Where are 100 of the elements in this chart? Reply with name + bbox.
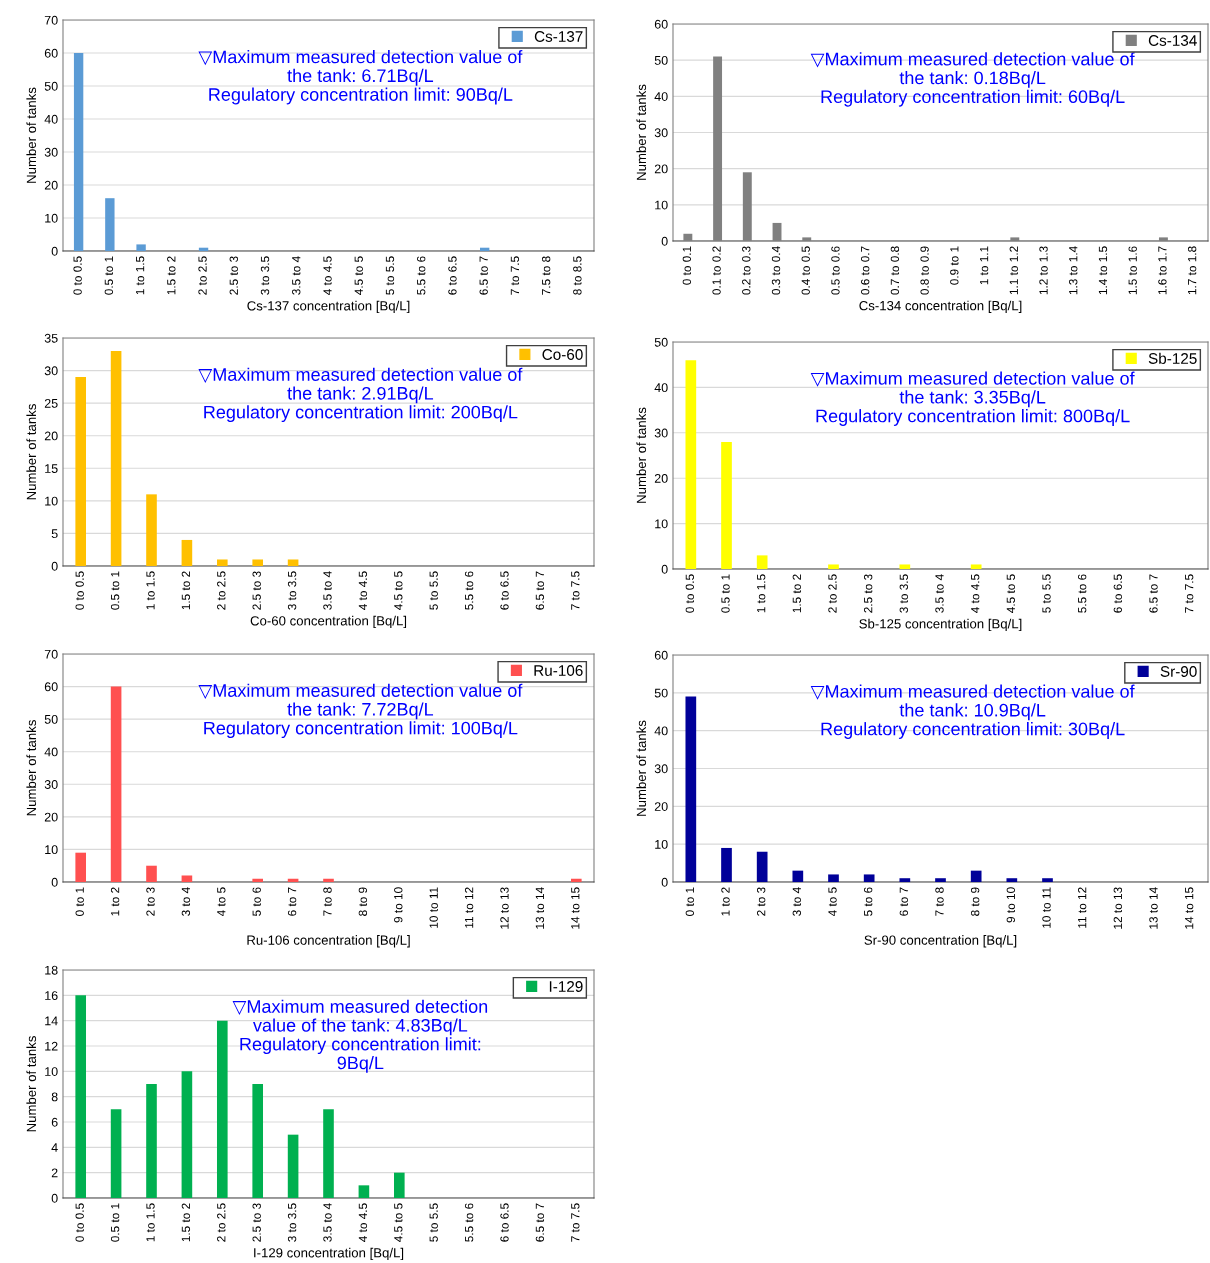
y-tick-label: 30 — [44, 366, 58, 376]
x-tick-label: 4.5 to 5 — [354, 256, 363, 295]
y-tick-label: 0 — [51, 1193, 58, 1203]
x-tick-label: 4.5 to 5 — [1006, 574, 1015, 613]
bar — [146, 494, 157, 566]
y-tick-label: 30 — [654, 428, 668, 438]
x-tick-label: 1 to 1.1 — [980, 246, 989, 285]
bar — [713, 56, 723, 241]
bar — [393, 1172, 405, 1198]
x-tick-label: 1.6 to 1.7 — [1158, 246, 1167, 295]
y-tick-label: 40 — [654, 92, 668, 101]
bar — [252, 1084, 264, 1198]
x-tick-label: 4 to 4.5 — [323, 256, 332, 295]
x-tick-label: 6 to 6.5 — [448, 256, 457, 295]
bar — [146, 865, 157, 882]
legend-label: Ru-106 — [534, 665, 583, 676]
y-tick-label: 2 — [51, 1168, 58, 1178]
annotation: ▽Maximum measured detection value of the tank: 2.91Bq/L Regulatory concentration limit: 200Bq/L — [198, 367, 523, 423]
x-tick-label: 7 to 8 — [323, 887, 332, 916]
bar — [863, 874, 875, 882]
x-tick-label: 6.5 to 7 — [479, 256, 488, 295]
x-tick-label: 13 to 14 — [535, 887, 545, 929]
x-tick-label: 11 to 12 — [1077, 887, 1087, 928]
bar — [287, 559, 299, 566]
bar — [110, 686, 122, 882]
y-tick-label: 50 — [654, 688, 668, 698]
y-tick-label: 60 — [654, 19, 668, 29]
x-tick-label: 1.3 to 1.4 — [1069, 246, 1078, 295]
bar — [110, 351, 122, 566]
x-tick-label: 2.5 to 3 — [229, 256, 238, 295]
x-tick-label: 0.9 to 1 — [950, 246, 959, 285]
x-tick-label: 11 to 12 — [464, 887, 474, 928]
x-tick-label: 1 to 1.5 — [146, 1203, 155, 1242]
y-tick-label: 50 — [44, 81, 58, 91]
y-tick-label: 20 — [44, 431, 58, 441]
y-tick-label: 70 — [44, 15, 58, 25]
y-axis-title: Number of tanks — [26, 720, 37, 816]
x-tick-label: 0 to 0.5 — [73, 256, 82, 295]
x-tick-label: 7.5 to 8 — [541, 256, 551, 295]
x-tick-label: 9 to 10 — [394, 887, 403, 923]
bar — [1158, 237, 1168, 241]
x-axis-title: Co-60 concentration [Bq/L] — [250, 615, 407, 629]
bar — [935, 878, 946, 882]
x-tick-label: 6.5 to 7 — [535, 1203, 545, 1242]
annotation: ▽Maximum measured detection value of the tank: 10.9Bq/L Regulatory concentration limit: 30Bq/L — [810, 684, 1135, 739]
y-tick-label: 40 — [654, 726, 668, 736]
x-tick-label: 0.1 to 0.2 — [712, 246, 721, 295]
y-axis-title: Number of tanks — [26, 404, 37, 500]
x-tick-label: 1.5 to 2 — [167, 256, 176, 295]
bar — [1006, 878, 1018, 882]
x-tick-label: 3 to 3.5 — [899, 574, 908, 613]
y-tick-label: 8 — [51, 1092, 58, 1102]
x-tick-label: 5.5 to 6 — [464, 1203, 474, 1242]
x-tick-label: 0.5 to 1 — [721, 574, 730, 613]
annotation: ▽Maximum measured detection value of the tank: 7.72Bq/L Regulatory concentration limit: 100Bq/L — [198, 683, 523, 739]
bar — [792, 870, 804, 882]
x-tick-label: 10 to 11 — [1042, 887, 1051, 928]
x-tick-label: 7 to 7.5 — [510, 256, 520, 295]
x-tick-label: 0.5 to 1 — [104, 256, 114, 295]
bar — [685, 696, 697, 882]
x-axis-title: I-129 concentration [Bq/L] — [254, 1247, 404, 1261]
legend-label: Sr-90 — [1160, 666, 1197, 677]
x-axis-title: Cs-137 concentration [Bq/L] — [247, 300, 410, 314]
legend-label: Cs-134 — [1148, 35, 1197, 46]
x-tick-label: 3 to 4 — [792, 887, 801, 916]
x-axis-title: Sr-90 concentration [Bq/L] — [864, 935, 1017, 948]
annotation: ▽Maximum measured detection value of the tank: 0.18Bq/L Regulatory concentration limit: 60Bq/L — [810, 52, 1135, 107]
bar — [105, 198, 115, 251]
x-tick-label: 2.5 to 3 — [863, 574, 873, 613]
y-tick-label: 30 — [44, 147, 58, 157]
annotation: ▽Maximum measured detection value of the tank: 3.35Bq/L Regulatory concentration limit: 800Bq/L — [810, 371, 1135, 426]
bar — [1010, 237, 1020, 241]
y-axis-title: Number of tanks — [26, 87, 37, 183]
bar — [252, 878, 264, 882]
y-tick-label: 30 — [654, 128, 668, 138]
bar — [970, 870, 982, 882]
y-axis-title: Number of tanks — [636, 407, 647, 503]
y-tick-label: 40 — [654, 383, 668, 393]
bar — [685, 360, 697, 569]
y-tick-label: 0 — [51, 561, 58, 571]
bar — [742, 172, 752, 241]
y-tick-label: 60 — [44, 682, 58, 692]
bar — [110, 1109, 122, 1198]
y-tick-label: 35 — [44, 333, 58, 343]
bar — [181, 539, 193, 566]
x-tick-label: 1.7 to 1.8 — [1187, 246, 1197, 295]
x-tick-label: 1 to 1.5 — [146, 571, 155, 610]
x-tick-label: 0.8 to 0.9 — [920, 246, 929, 295]
x-tick-label: 3 to 3.5 — [287, 1203, 297, 1242]
bar — [683, 233, 693, 241]
x-tick-label: 3.5 to 4 — [323, 1203, 332, 1242]
y-tick-label: 0 — [661, 564, 668, 574]
x-tick-label: 0.6 to 0.7 — [861, 246, 870, 295]
x-tick-label: 2 to 3 — [146, 887, 155, 916]
y-tick-label: 18 — [45, 965, 58, 975]
bar — [358, 1185, 370, 1198]
x-tick-label: 5.5 to 6 — [1077, 574, 1087, 613]
x-tick-label: 5 to 5.5 — [429, 571, 438, 610]
y-axis-title: Number of tanks — [636, 84, 647, 180]
bar — [970, 564, 982, 569]
